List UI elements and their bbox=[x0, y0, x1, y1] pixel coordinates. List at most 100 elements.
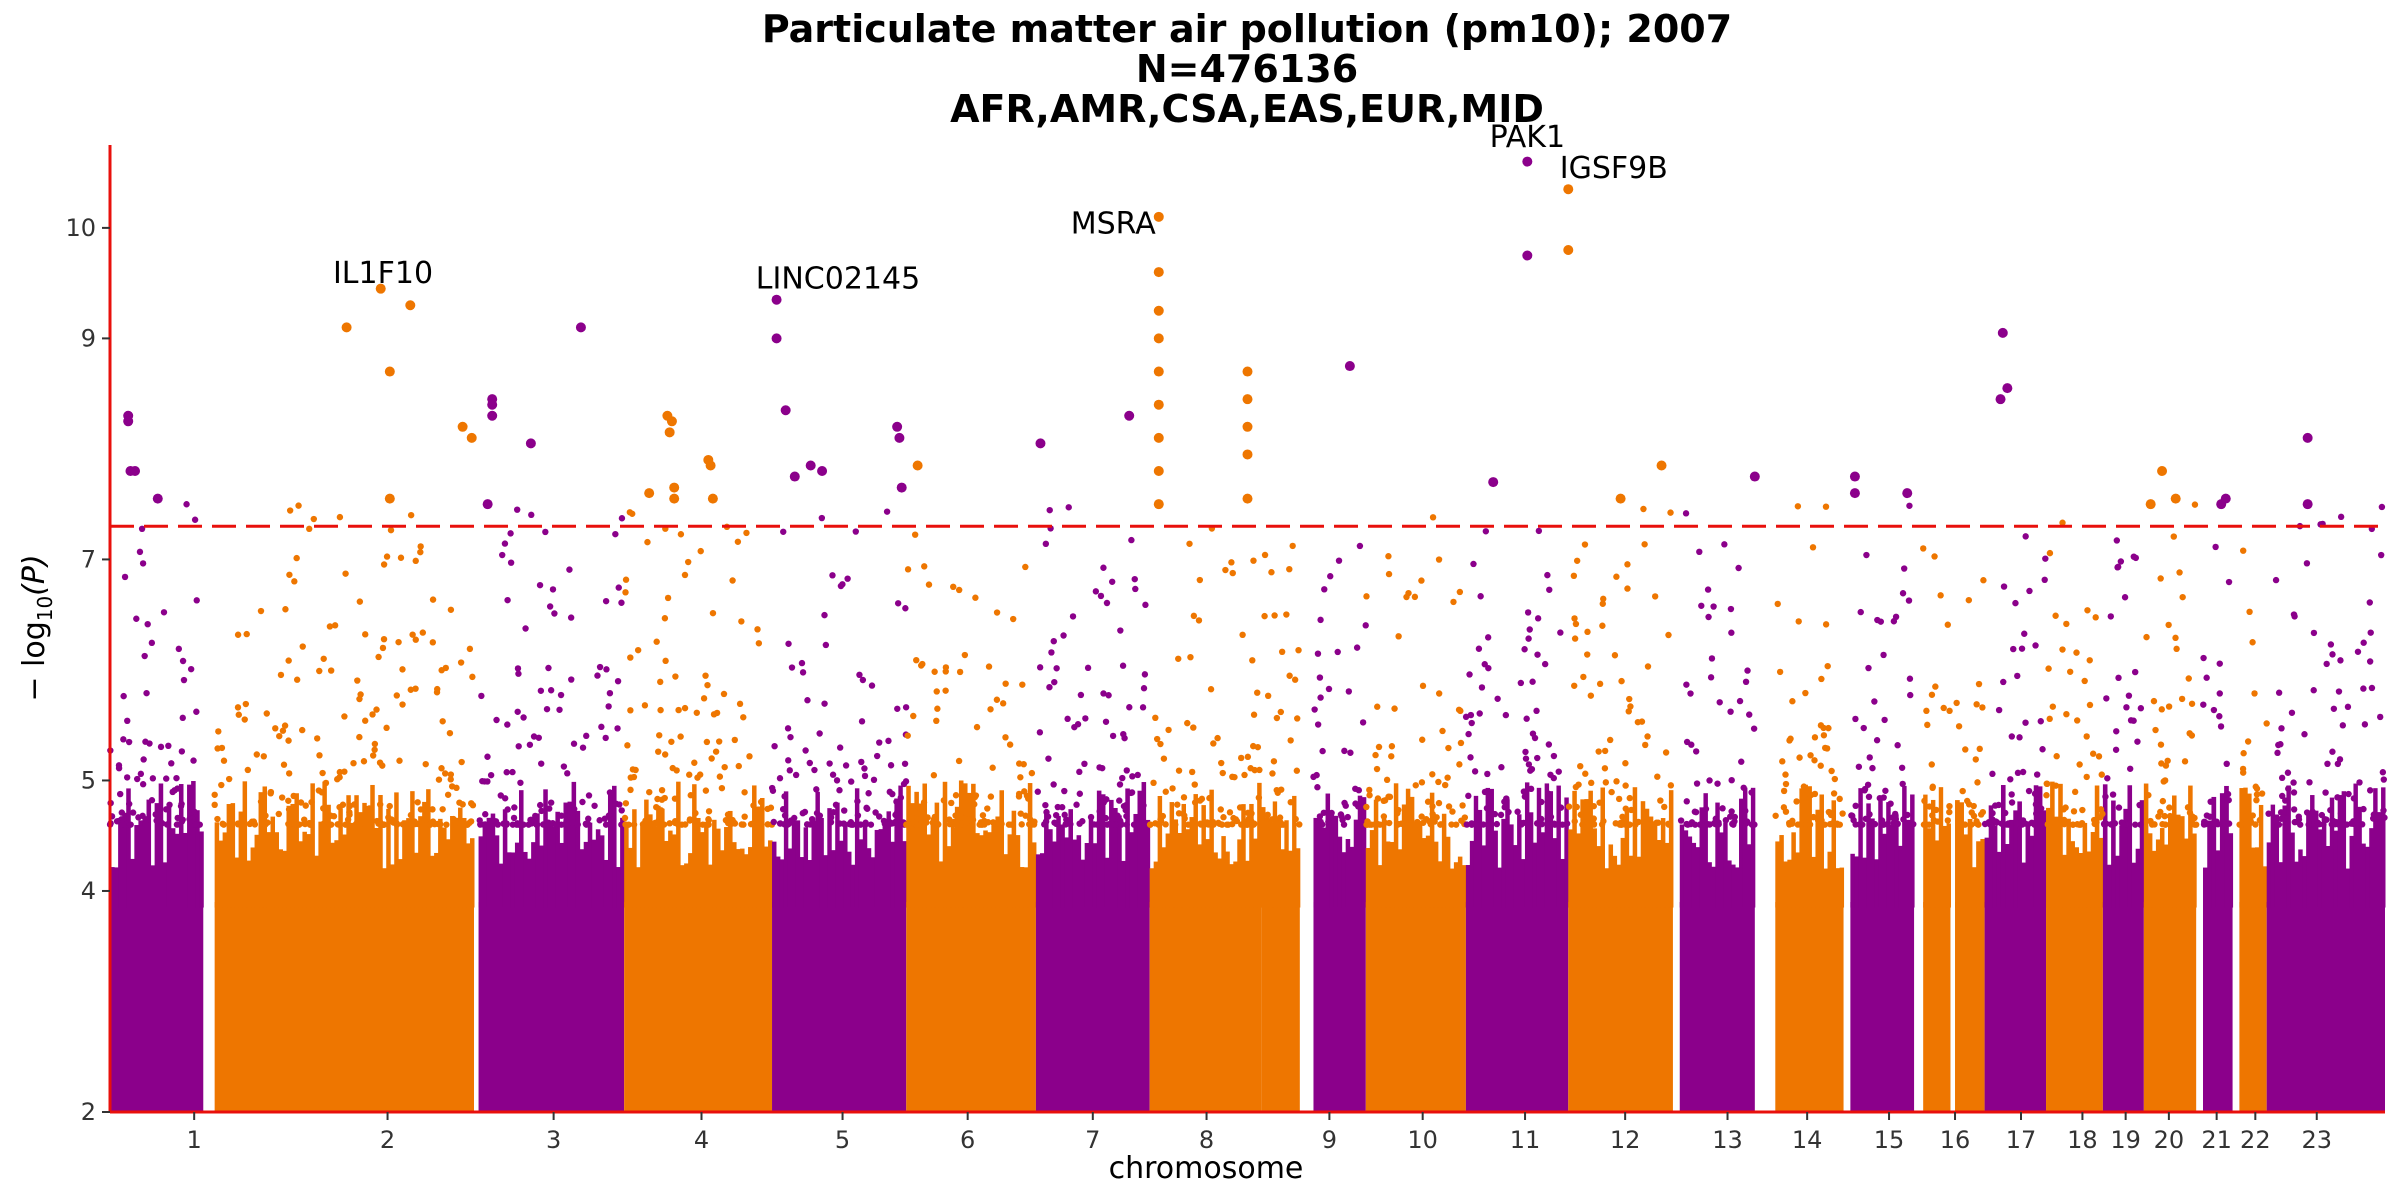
snp-point bbox=[293, 554, 300, 562]
chromosome-band-column bbox=[1401, 804, 1407, 908]
chromosome-band-column bbox=[298, 841, 303, 908]
top-hit-point bbox=[1522, 156, 1533, 167]
snp-point bbox=[818, 514, 826, 522]
snp-point bbox=[1860, 724, 1867, 732]
snp-point bbox=[662, 657, 669, 665]
chromosome-band-column bbox=[559, 842, 564, 908]
chromosome-band-column bbox=[2070, 841, 2075, 908]
chart-title-line-2: N=476136 bbox=[1136, 47, 1358, 91]
snp-point bbox=[987, 793, 995, 800]
snp-point bbox=[494, 821, 502, 828]
snp-point bbox=[708, 755, 715, 762]
chromosome-band-column bbox=[2357, 806, 2362, 908]
chromosome-band-column bbox=[1011, 810, 1017, 908]
chromosome-band-column bbox=[2373, 788, 2378, 908]
snp-point bbox=[681, 571, 689, 579]
snp-point bbox=[418, 821, 426, 828]
chromosome-band-column bbox=[270, 816, 275, 908]
snp-point bbox=[1965, 801, 1973, 808]
snp-point bbox=[1493, 820, 1501, 828]
snp-point bbox=[973, 723, 981, 731]
chromosome-band-column bbox=[1735, 867, 1740, 908]
chromosome-band-column bbox=[882, 819, 888, 908]
top-hit-point bbox=[1522, 250, 1533, 261]
snp-point bbox=[1533, 707, 1540, 715]
snp-point bbox=[1525, 635, 1532, 642]
chromosome-band-column bbox=[506, 852, 512, 908]
snp-point bbox=[2049, 703, 2057, 710]
chromosome-band-column bbox=[1906, 819, 1911, 908]
snp-point bbox=[2043, 792, 2050, 799]
snp-point bbox=[1359, 719, 1367, 726]
chromosome-band-column bbox=[234, 857, 240, 908]
snp-point bbox=[278, 794, 286, 801]
snp-point bbox=[1484, 634, 1492, 641]
snp-point bbox=[574, 821, 581, 828]
chromosome-band-column bbox=[1245, 860, 1250, 908]
snp-point bbox=[605, 703, 612, 710]
snp-point bbox=[1412, 782, 1419, 789]
snp-point bbox=[310, 515, 318, 523]
snp-point bbox=[503, 769, 510, 776]
snp-point bbox=[2203, 674, 2210, 681]
snp-point bbox=[1618, 677, 1625, 685]
chromosome-band-column bbox=[191, 781, 196, 908]
snp-point bbox=[571, 805, 578, 813]
snp-point bbox=[1855, 763, 1863, 770]
chromosome-band-column bbox=[1292, 795, 1297, 908]
snp-point bbox=[2336, 756, 2344, 763]
snp-point bbox=[2032, 801, 2040, 808]
chromosome-band-column bbox=[1072, 839, 1078, 908]
chromosome-band-column bbox=[130, 858, 135, 908]
snp-point bbox=[467, 800, 475, 807]
snp-point bbox=[1588, 779, 1595, 787]
snp-point bbox=[2131, 668, 2139, 676]
snp-point bbox=[243, 630, 250, 638]
snp-point bbox=[411, 818, 418, 825]
chromosome-band-column bbox=[894, 798, 899, 908]
snp-point bbox=[2290, 789, 2298, 796]
snp-point bbox=[1965, 596, 1973, 604]
snp-point bbox=[1380, 821, 1387, 828]
chromosome-band-column bbox=[2102, 784, 2108, 908]
chromosome-band-column bbox=[870, 857, 876, 908]
snp-point bbox=[615, 584, 622, 591]
snp-point bbox=[407, 511, 415, 519]
chromosome-band-column bbox=[1679, 824, 1685, 908]
top-hit-point bbox=[669, 482, 680, 493]
snp-point bbox=[2191, 501, 2199, 508]
chromosome-band-column bbox=[1902, 785, 1907, 908]
snp-point bbox=[2239, 547, 2247, 554]
snp-point bbox=[1822, 503, 1830, 510]
chromosome-band-column bbox=[1052, 841, 1057, 908]
snp-point bbox=[1989, 816, 1996, 823]
snp-point bbox=[2360, 805, 2367, 813]
chromosome-band-column bbox=[795, 820, 801, 908]
snp-point bbox=[1429, 803, 1436, 810]
snp-point bbox=[2350, 795, 2358, 802]
snp-point bbox=[1314, 784, 1321, 791]
chromosome-band-column bbox=[1405, 788, 1411, 908]
chromosome-band-column bbox=[1473, 795, 1479, 908]
chromosome-band-column bbox=[1699, 807, 1704, 908]
chromosome-band-column bbox=[811, 821, 816, 908]
chromosome-band-column bbox=[494, 835, 500, 908]
snp-point bbox=[1207, 686, 1215, 693]
snp-point bbox=[646, 788, 653, 796]
chromosome-band-column bbox=[995, 816, 1000, 908]
snp-point bbox=[1557, 629, 1564, 636]
snp-point bbox=[1899, 590, 1907, 597]
chromosome-band-column bbox=[1984, 837, 1990, 908]
snp-point bbox=[1577, 811, 1584, 818]
snp-point bbox=[144, 620, 151, 628]
snp-point bbox=[1884, 821, 1891, 828]
snp-point bbox=[2137, 821, 2144, 828]
snp-point bbox=[250, 818, 258, 825]
y-tick-label: 2 bbox=[81, 1098, 96, 1126]
snp-point bbox=[514, 665, 522, 672]
snp-point bbox=[2107, 613, 2115, 620]
chromosome-band-column bbox=[967, 792, 972, 908]
chromosome-band-column bbox=[583, 841, 589, 908]
chromosome-band-column bbox=[535, 813, 540, 908]
chromosome-band-column bbox=[2329, 797, 2335, 908]
